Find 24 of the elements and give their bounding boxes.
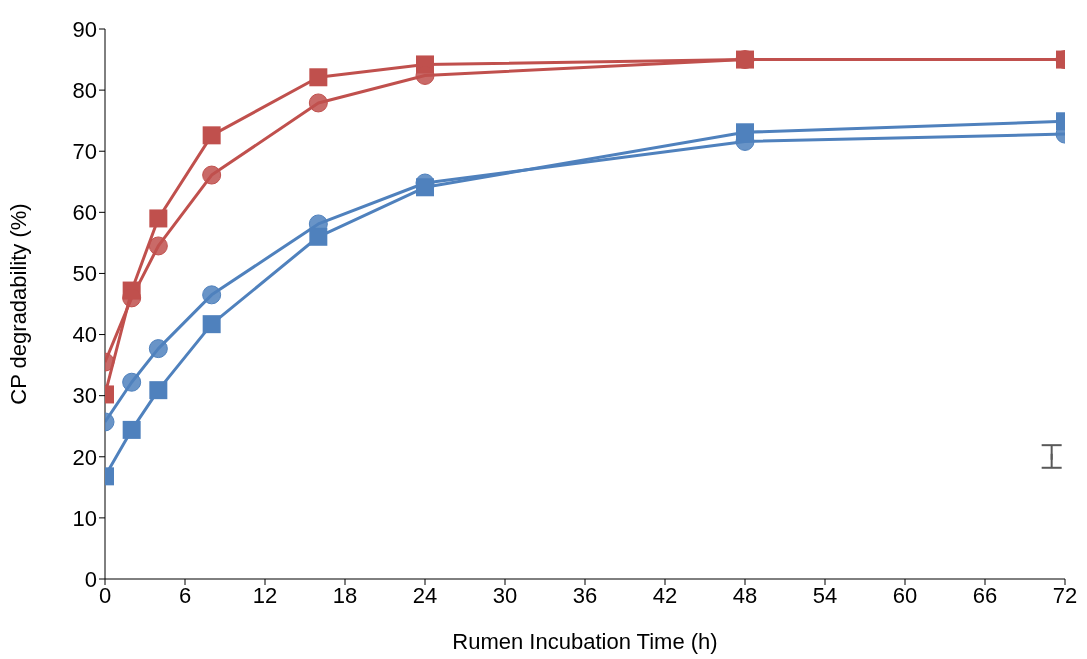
y-tick-label: 0 (84, 566, 97, 592)
y-tick-label: 10 (72, 505, 97, 531)
y-tick-label: 70 (72, 139, 97, 165)
y-tick-label: 90 (72, 16, 97, 42)
x-tick-label: 6 (178, 582, 192, 608)
y-tick-label: 80 (72, 77, 97, 103)
x-tick-label: 42 (652, 582, 678, 608)
x-tick-label: 60 (892, 582, 918, 608)
y-tick-label: 30 (72, 383, 97, 409)
x-tick-label: 30 (492, 582, 518, 608)
x-tick-label: 66 (972, 582, 998, 608)
y-tick-label: 20 (72, 444, 97, 470)
y-tick-label: 60 (72, 200, 97, 226)
y-tick-label: 40 (72, 322, 97, 348)
x-tick-label: 18 (332, 582, 358, 608)
y-tick-label: 50 (72, 261, 97, 287)
x-tick-label: 12 (252, 582, 278, 608)
x-axis-title: Rumen Incubation Time (h) (452, 629, 718, 654)
x-tick-label: 48 (732, 582, 758, 608)
x-tick-label: 36 (572, 582, 598, 608)
x-tick-label: 54 (812, 582, 838, 608)
y-axis-title: CP degradability (%) (5, 203, 31, 405)
x-tick-label: 24 (412, 582, 438, 608)
x-tick-label: 72 (1052, 582, 1078, 608)
